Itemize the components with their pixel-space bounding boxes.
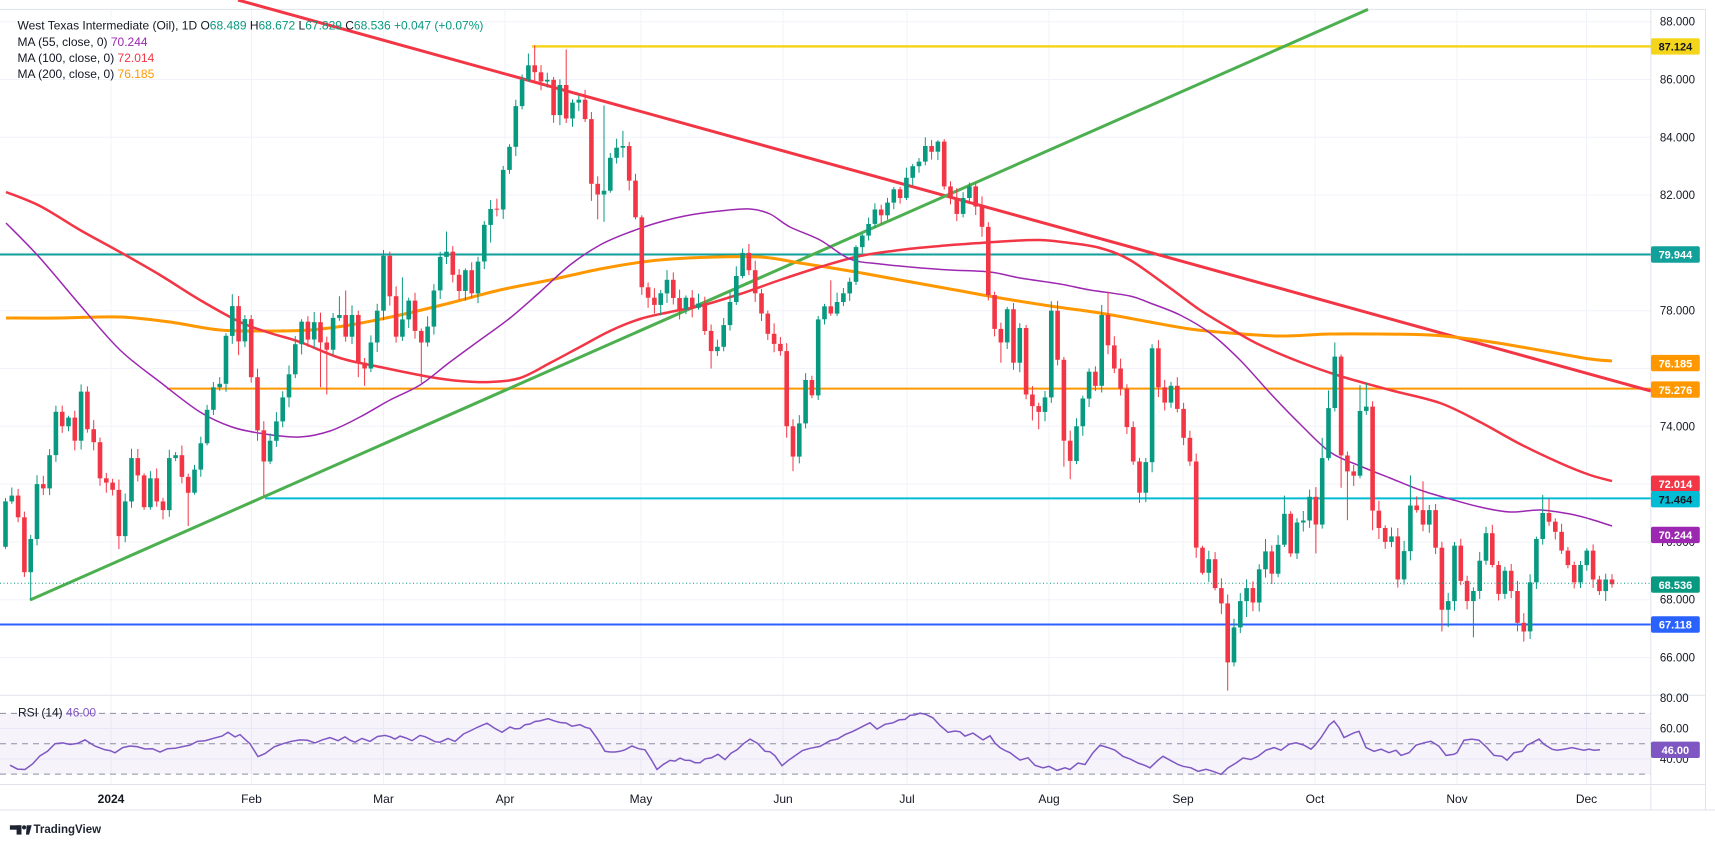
svg-text:Oct: Oct [1306, 792, 1325, 806]
svg-text:46.00: 46.00 [1662, 745, 1690, 757]
svg-text:75.276: 75.276 [1659, 385, 1693, 397]
svg-text:72.014: 72.014 [1659, 479, 1694, 491]
svg-text:May: May [630, 792, 653, 806]
svg-text:78.000: 78.000 [1660, 306, 1695, 318]
svg-text:Sep: Sep [1172, 792, 1194, 806]
svg-text:Apr: Apr [496, 792, 515, 806]
svg-text:Feb: Feb [241, 792, 262, 806]
svg-text:67.118: 67.118 [1659, 620, 1692, 632]
svg-text:86.000: 86.000 [1660, 75, 1695, 87]
svg-text:70.244: 70.244 [1659, 530, 1694, 542]
svg-text:RSI (14) 46.00: RSI (14) 46.00 [18, 706, 96, 720]
svg-text:TradingView: TradingView [34, 824, 102, 836]
svg-text:Jun: Jun [773, 792, 792, 806]
svg-text:87.124: 87.124 [1659, 42, 1694, 54]
svg-text:80.00: 80.00 [1660, 693, 1689, 705]
svg-text:2024: 2024 [98, 792, 125, 806]
svg-text:MA (55, close, 0) 70.244: MA (55, close, 0) 70.244 [18, 35, 148, 49]
svg-text:82.000: 82.000 [1660, 190, 1695, 202]
svg-text:Mar: Mar [373, 792, 394, 806]
svg-text:MA (100, close, 0) 72.014: MA (100, close, 0) 72.014 [18, 51, 155, 65]
svg-text:88.000: 88.000 [1660, 17, 1695, 29]
svg-text:71.464: 71.464 [1659, 494, 1694, 506]
svg-text:79.944: 79.944 [1659, 250, 1694, 262]
svg-text:76.185: 76.185 [1659, 358, 1693, 370]
svg-text:60.00: 60.00 [1660, 724, 1689, 736]
svg-text:74.000: 74.000 [1660, 421, 1695, 433]
svg-text:MA (200, close, 0) 76.185: MA (200, close, 0) 76.185 [18, 67, 155, 81]
svg-text:Dec: Dec [1576, 792, 1597, 806]
svg-text:84.000: 84.000 [1660, 132, 1695, 144]
svg-text:Nov: Nov [1446, 792, 1467, 806]
svg-text:Jul: Jul [899, 792, 914, 806]
svg-text:66.000: 66.000 [1660, 653, 1695, 665]
svg-text:68.000: 68.000 [1660, 595, 1695, 607]
svg-text:West Texas Intermediate (Oil),: West Texas Intermediate (Oil), 1D O68.48… [18, 19, 484, 33]
svg-text:Aug: Aug [1038, 792, 1059, 806]
svg-text:68.536: 68.536 [1659, 580, 1693, 592]
